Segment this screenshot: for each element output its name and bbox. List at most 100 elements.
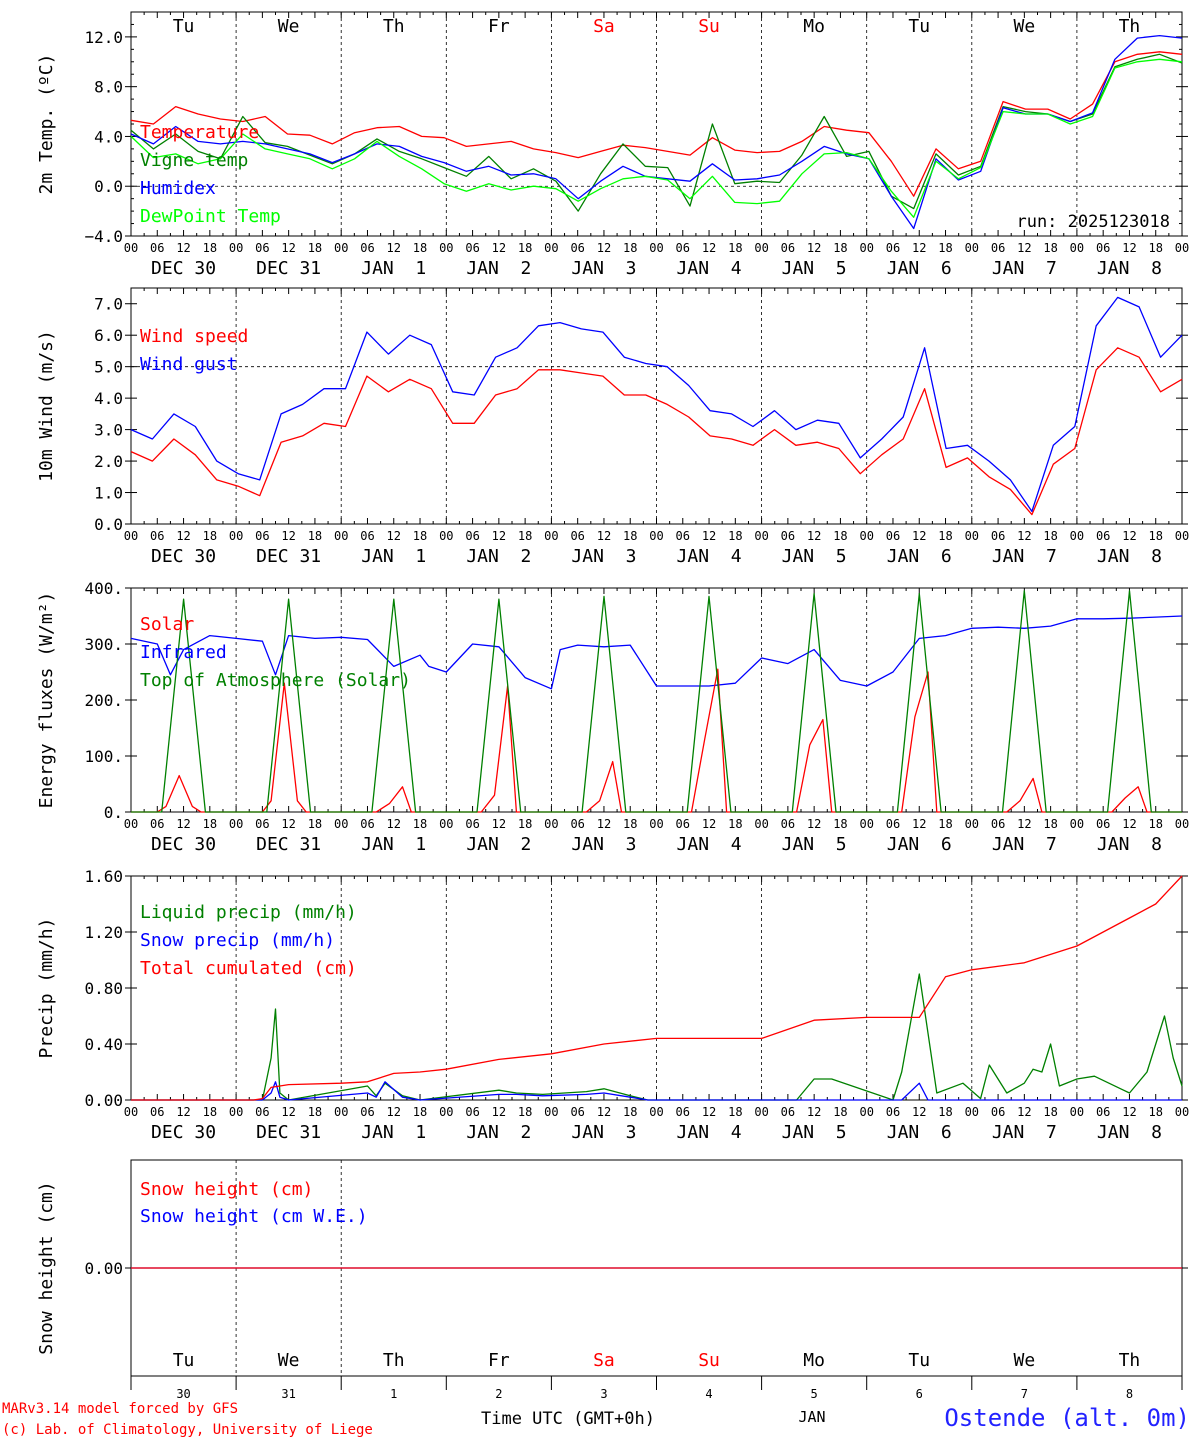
precip-hour-label: 06 [1096, 1105, 1110, 1119]
wind-y-tick-label: 5.0 [94, 358, 123, 377]
wind-date-label: JAN 3 [571, 546, 636, 567]
temp-hour-label: 00 [544, 241, 558, 255]
snow-weekday-label: Mo [803, 1350, 825, 1371]
flux-hour-label: 06 [150, 817, 164, 831]
month-label: JAN [798, 1408, 825, 1426]
precip-date-label: JAN 3 [571, 1122, 636, 1143]
snow-weekday-label: Th [383, 1350, 405, 1371]
precip-hour-label: 00 [859, 1105, 873, 1119]
flux-hour-label: 18 [413, 817, 427, 831]
precip-hour-label: 06 [781, 1105, 795, 1119]
wind-series-wind-speed [130, 347, 1183, 516]
temp-y-tick-label: −4.0 [84, 227, 123, 246]
flux-hour-label: 18 [938, 817, 952, 831]
precip-date-label: JAN 7 [992, 1122, 1057, 1143]
precip-hour-label: 06 [676, 1105, 690, 1119]
wind-hour-label: 18 [833, 529, 847, 543]
temp-hour-label: 12 [597, 241, 611, 255]
flux-date-label: DEC 31 [256, 834, 321, 855]
temp-y-axis-title: 2m Temp. (ºC) [36, 54, 57, 195]
flux-hour-label: 06 [1096, 817, 1110, 831]
temp-hour-label: 00 [229, 241, 243, 255]
snow-legend-snow-height-cm-w-e: Snow height (cm W.E.) [140, 1206, 368, 1227]
temp-weekday-label: Fr [488, 16, 510, 37]
temp-weekday-label: Tu [173, 16, 195, 37]
temp-hour-label: 18 [833, 241, 847, 255]
flux-hour-label: 18 [308, 817, 322, 831]
precip-y-tick-label: 0.80 [84, 979, 123, 998]
temp-hour-label: 00 [439, 241, 453, 255]
temp-hour-label: 06 [465, 241, 479, 255]
temp-hour-label: 12 [1122, 241, 1136, 255]
wind-hour-label: 00 [754, 529, 768, 543]
temp-hour-label: 06 [150, 241, 164, 255]
snow-weekday-label: We [278, 1350, 300, 1371]
temp-date-label: JAN 4 [677, 258, 742, 279]
temp-series-temperature [130, 51, 1183, 197]
temp-hour-label: 06 [570, 241, 584, 255]
precip-hour-label: 12 [807, 1105, 821, 1119]
flux-hour-label: 12 [176, 817, 190, 831]
wind-hour-label: 06 [886, 529, 900, 543]
wind-y-tick-label: 3.0 [94, 421, 123, 440]
wind-date-label: JAN 6 [887, 546, 952, 567]
flux-legend-infrared: Infrared [140, 642, 227, 663]
precip-hour-label: 00 [1175, 1105, 1189, 1119]
flux-hour-label: 12 [492, 817, 506, 831]
temp-series-dewpoint-temp [130, 58, 1183, 218]
flux-hour-label: 12 [1017, 817, 1031, 831]
precip-hour-label: 00 [544, 1105, 558, 1119]
precip-y-axis-title: Precip (mm/h) [36, 918, 57, 1059]
wind-hour-label: 06 [255, 529, 269, 543]
snow-day-number: 2 [495, 1387, 502, 1401]
snow-day-number: 31 [281, 1387, 295, 1401]
wind-date-label: JAN 8 [1097, 546, 1162, 567]
snow-weekday-label: Th [1119, 1350, 1141, 1371]
wind-hour-label: 00 [1070, 529, 1084, 543]
wind-hour-label: 12 [176, 529, 190, 543]
snow-weekday-label: Fr [488, 1350, 510, 1371]
temp-hour-label: 06 [360, 241, 374, 255]
flux-legend-solar: Solar [140, 614, 194, 635]
temp-hour-label: 12 [807, 241, 821, 255]
temp-date-label: JAN 5 [782, 258, 847, 279]
precip-panel: 00 06 12 18 00 06 12 18 00 06 12 18 00 06 12 18 00 06 12 18… [36, 867, 1189, 1143]
wind-hour-label: 00 [124, 529, 138, 543]
temp-hour-label: 18 [938, 241, 952, 255]
temp-date-label: JAN 1 [361, 258, 426, 279]
temp-hour-label: 06 [1096, 241, 1110, 255]
wind-hour-label: 12 [912, 529, 926, 543]
precip-hour-label: 00 [334, 1105, 348, 1119]
snow-y-tick-label: 0.00 [84, 1259, 123, 1278]
flux-y-tick-label: 0. [104, 803, 123, 822]
wind-date-label: JAN 7 [992, 546, 1057, 567]
flux-hour-label: 00 [544, 817, 558, 831]
precip-hour-label: 00 [229, 1105, 243, 1119]
wind-date-label: DEC 31 [256, 546, 321, 567]
temp-hour-label: 12 [1017, 241, 1031, 255]
wind-hour-label: 12 [597, 529, 611, 543]
precip-hour-label: 18 [833, 1105, 847, 1119]
snow-weekday-label: Sa [593, 1350, 615, 1371]
wind-hour-label: 12 [492, 529, 506, 543]
temp-weekday-label: We [278, 16, 300, 37]
precip-hour-label: 06 [255, 1105, 269, 1119]
wind-hour-label: 18 [518, 529, 532, 543]
flux-y-tick-label: 100. [84, 747, 123, 766]
temp-y-tick-label: 0.0 [94, 177, 123, 196]
temp-weekday-label: Mo [803, 16, 825, 37]
temp-date-label: DEC 30 [151, 258, 216, 279]
temp-hour-label: 18 [518, 241, 532, 255]
temp-y-tick-label: 8.0 [94, 78, 123, 97]
wind-hour-label: 06 [465, 529, 479, 543]
precip-date-label: JAN 4 [677, 1122, 742, 1143]
precip-date-label: JAN 8 [1097, 1122, 1162, 1143]
temp-hour-label: 06 [991, 241, 1005, 255]
flux-hour-label: 12 [912, 817, 926, 831]
temp-hour-label: 06 [886, 241, 900, 255]
temp-hour-label: 12 [702, 241, 716, 255]
temp-hour-label: 12 [387, 241, 401, 255]
wind-y-tick-label: 4.0 [94, 389, 123, 408]
precip-hour-label: 00 [965, 1105, 979, 1119]
precip-date-label: DEC 30 [151, 1122, 216, 1143]
